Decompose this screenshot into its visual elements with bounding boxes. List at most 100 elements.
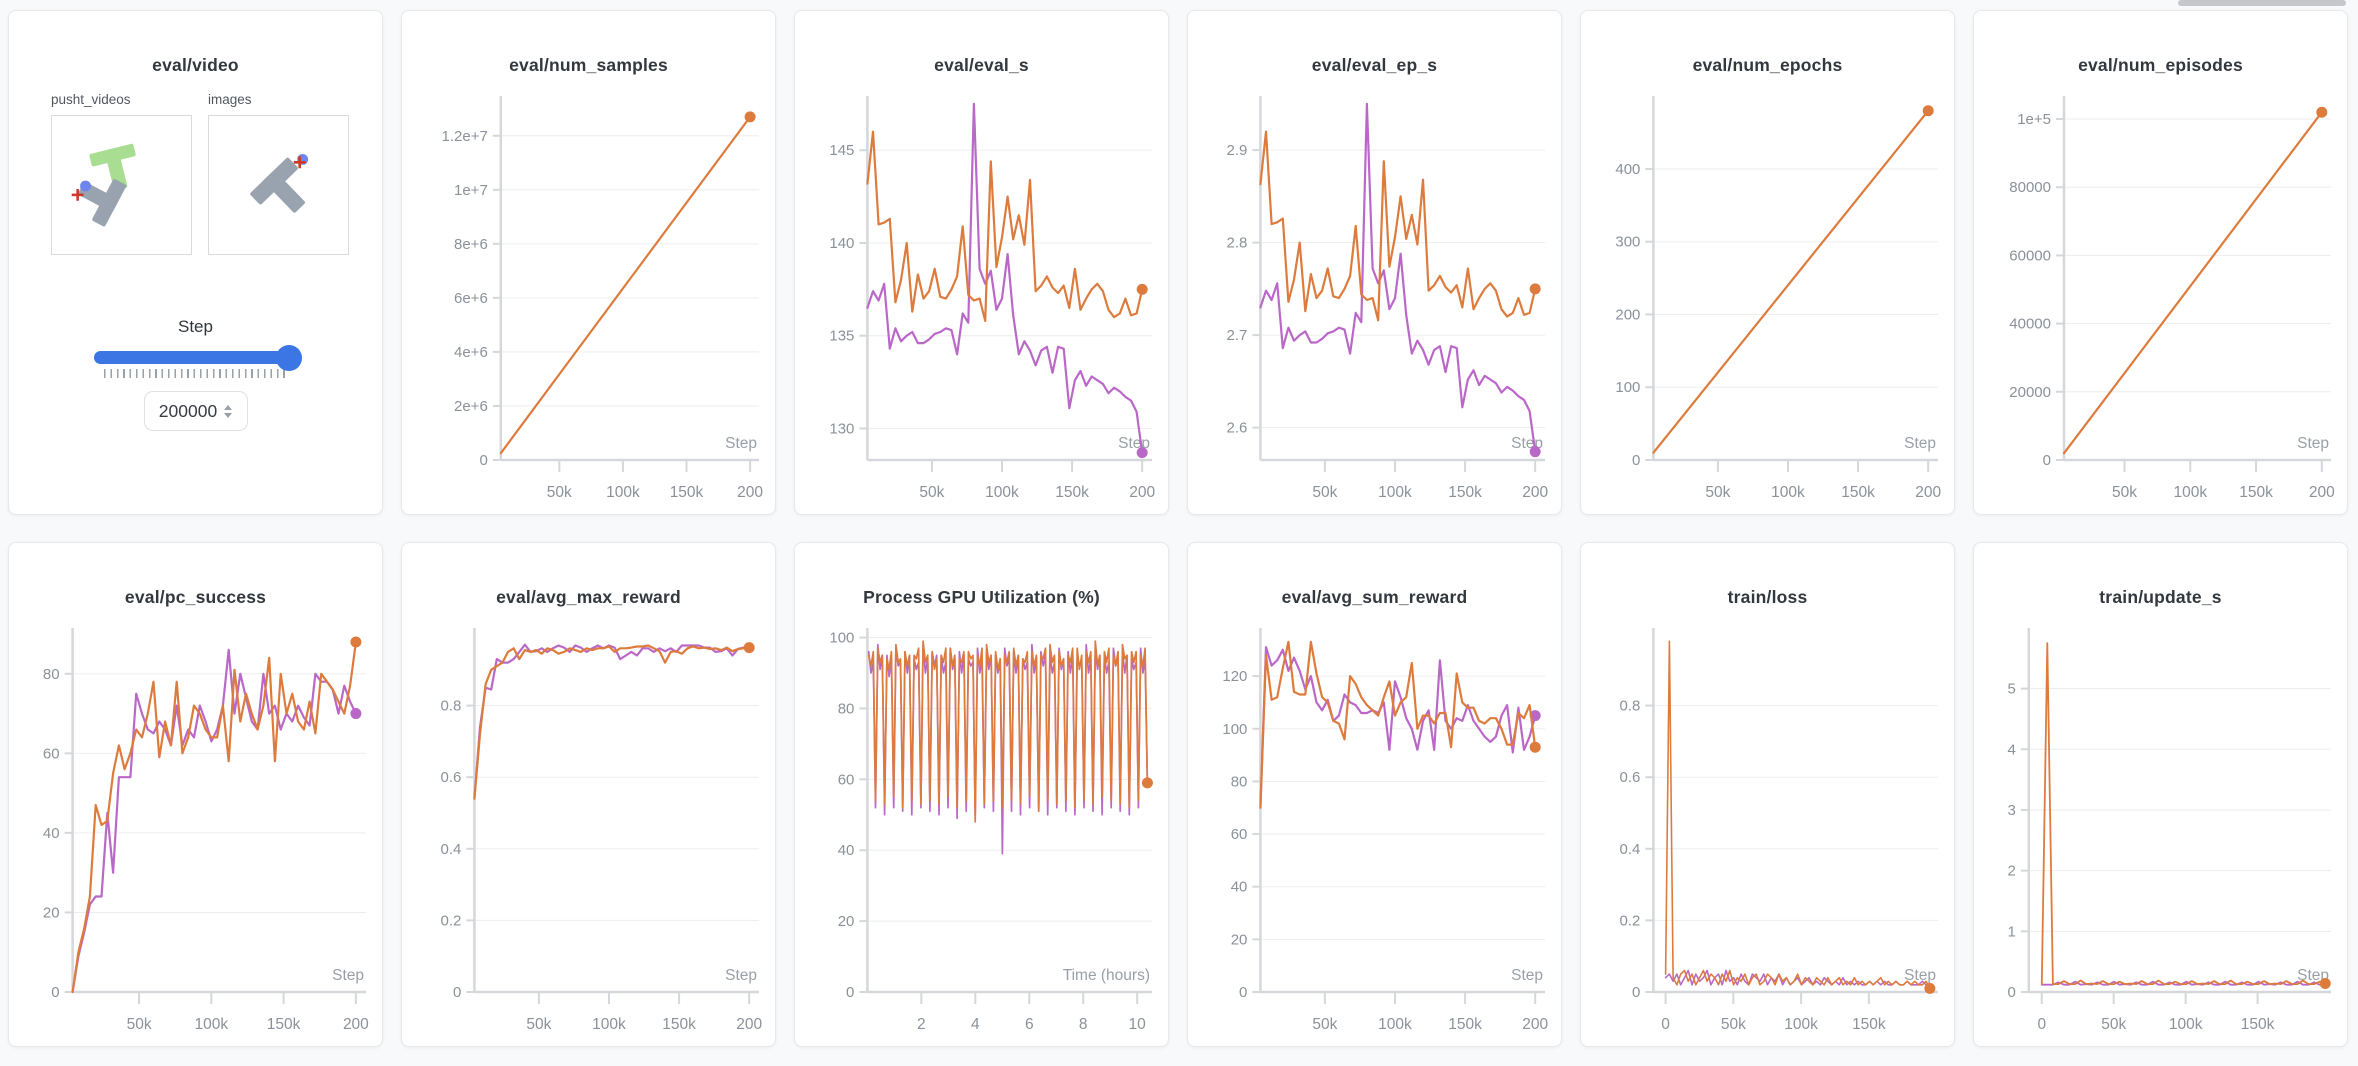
slider-tick-marks	[103, 369, 288, 378]
svg-text:100k: 100k	[592, 1016, 626, 1033]
panel-eval-eval-ep-s: eval/eval_ep_s 2.6 2.7 2.8 2.9 50k 100k 150k 20…	[1187, 10, 1562, 515]
svg-text:200: 200	[343, 1016, 369, 1033]
pusht-image-thumbnail[interactable]	[208, 115, 349, 255]
line-chart[interactable]: 0 0.2 0.4 0.6 0.8 50k 100k 150k 200 Step	[402, 614, 776, 1038]
slider-thumb[interactable]	[275, 344, 302, 371]
svg-text:100k: 100k	[985, 484, 1019, 501]
svg-text:0: 0	[1632, 984, 1640, 1001]
panel-title: eval/num_samples	[509, 55, 668, 75]
svg-text:40: 40	[43, 825, 60, 842]
svg-text:200: 200	[1915, 484, 1941, 501]
svg-text:200: 200	[737, 484, 763, 501]
svg-text:80: 80	[1231, 773, 1248, 790]
panel-eval-num-samples: eval/num_samples 0 2e+6 4e+6 6e+6 8e+6 1e+7 1.…	[401, 10, 776, 515]
step-value[interactable]: 200000	[158, 400, 218, 421]
pusht-scene-icon	[52, 116, 191, 254]
svg-text:60: 60	[43, 745, 60, 762]
svg-text:200: 200	[1522, 484, 1548, 501]
svg-text:50k: 50k	[1312, 1016, 1337, 1033]
svg-text:0: 0	[2037, 1016, 2046, 1033]
svg-text:6e+6: 6e+6	[454, 290, 488, 307]
stepper-arrows[interactable]	[224, 404, 233, 418]
svg-text:150k: 150k	[267, 1016, 301, 1033]
panel-title: eval/video	[152, 55, 239, 75]
svg-text:1e+5: 1e+5	[2017, 111, 2051, 128]
svg-text:80: 80	[838, 700, 855, 717]
panel-eval-num-epochs: eval/num_epochs 0 100 200 300 400 50k 100k 150k…	[1580, 10, 1955, 515]
svg-text:4e+6: 4e+6	[454, 344, 488, 361]
line-chart[interactable]: 0 20 40 60 80 100 2 4 6 8 10 Time (hours)	[795, 614, 1169, 1038]
line-chart[interactable]: 0 20000 40000 60000 80000 1e+5 50k 100k 150k 200 S…	[1974, 82, 2348, 506]
line-chart[interactable]: 0 0.2 0.4 0.6 0.8 0 50k 100k 150k Step	[1581, 614, 1955, 1038]
horizontal-scrollbar-thumb[interactable]	[2178, 0, 2346, 6]
svg-text:145: 145	[829, 142, 854, 159]
slider-track[interactable]	[93, 344, 302, 371]
svg-text:80000: 80000	[2009, 179, 2051, 196]
svg-text:0.8: 0.8	[441, 698, 462, 715]
pusht-video-thumbnail[interactable]	[51, 115, 192, 255]
svg-text:60: 60	[1231, 826, 1248, 843]
svg-text:Time (hours): Time (hours)	[1063, 967, 1150, 984]
svg-text:100k: 100k	[195, 1016, 229, 1033]
panel-title: eval/eval_s	[934, 55, 1029, 75]
line-chart[interactable]: 0 100 200 300 400 50k 100k 150k 200 Step	[1581, 82, 1955, 506]
svg-text:2.6: 2.6	[1227, 420, 1248, 437]
pusht-image-icon	[209, 116, 348, 254]
svg-text:Step: Step	[2297, 967, 2329, 984]
line-chart[interactable]: 0 20 40 60 80 100 120 50k 100k 150k 200 Step	[1188, 614, 1562, 1038]
panel-title: eval/avg_max_reward	[496, 587, 681, 607]
svg-text:50k: 50k	[1705, 484, 1730, 501]
media-label: pusht_videos	[51, 92, 131, 107]
step-slider[interactable]	[93, 344, 302, 378]
svg-text:0.2: 0.2	[1620, 912, 1641, 929]
svg-text:Step: Step	[1904, 967, 1936, 984]
line-chart[interactable]: 0 2e+6 4e+6 6e+6 8e+6 1e+7 1.2e+7 50k 100k 150k 20…	[402, 82, 776, 506]
svg-text:100: 100	[1222, 721, 1247, 738]
svg-text:0.8: 0.8	[1620, 698, 1641, 715]
svg-text:100k: 100k	[2173, 484, 2207, 501]
svg-text:20: 20	[1231, 931, 1248, 948]
svg-text:3: 3	[2007, 802, 2015, 819]
panel-eval-eval-s: eval/eval_s 130 135 140 145 50k 100k 150k 200 St…	[794, 10, 1169, 515]
svg-text:100k: 100k	[1784, 1016, 1818, 1033]
svg-text:150k: 150k	[1448, 484, 1482, 501]
svg-text:0: 0	[1239, 984, 1247, 1001]
step-up-icon[interactable]	[224, 404, 233, 410]
svg-text:0: 0	[2007, 984, 2015, 1001]
svg-text:50k: 50k	[2112, 484, 2137, 501]
svg-text:0.4: 0.4	[1620, 841, 1641, 858]
step-input[interactable]: 200000	[143, 391, 248, 431]
svg-text:4: 4	[2007, 741, 2015, 758]
svg-text:150k: 150k	[2241, 1016, 2275, 1033]
svg-text:0: 0	[1632, 452, 1640, 469]
svg-text:50k: 50k	[1312, 484, 1337, 501]
step-down-icon[interactable]	[224, 412, 233, 418]
svg-text:1: 1	[2007, 923, 2015, 940]
svg-text:20: 20	[838, 913, 855, 930]
panel-eval-avg-max-reward: eval/avg_max_reward 0 0.2 0.4 0.6 0.8 50k 100k…	[401, 542, 776, 1047]
svg-text:50k: 50k	[127, 1016, 152, 1033]
svg-text:0.6: 0.6	[441, 769, 462, 786]
panel-process-gpu-utilization: Process GPU Utilization (%) 0 20 40 60 80 100…	[794, 542, 1169, 1047]
svg-text:0.2: 0.2	[441, 912, 462, 929]
svg-text:2.8: 2.8	[1227, 235, 1248, 252]
panel-train-loss: train/loss 0 0.2 0.4 0.6 0.8 0 50k 100k 150k Step	[1580, 542, 1955, 1047]
svg-text:200: 200	[1615, 306, 1640, 323]
svg-text:Step: Step	[332, 967, 364, 984]
svg-text:Step: Step	[2297, 435, 2329, 452]
media-row: pusht_videos	[9, 92, 382, 255]
svg-text:200: 200	[736, 1016, 762, 1033]
svg-text:0: 0	[453, 984, 461, 1001]
line-chart[interactable]: 0 20 40 60 80 50k 100k 150k 200 Step	[9, 614, 383, 1038]
svg-text:6: 6	[1025, 1016, 1034, 1033]
svg-text:200: 200	[1129, 484, 1155, 501]
svg-text:50k: 50k	[919, 484, 944, 501]
svg-text:0: 0	[51, 984, 59, 1001]
svg-text:2.9: 2.9	[1227, 142, 1248, 159]
line-chart[interactable]: 0 1 2 3 4 5 0 50k 100k 150k Step	[1974, 614, 2348, 1038]
panel-eval-pc-success: eval/pc_success 0 20 40 60 80 50k 100k 150k 200 S…	[8, 542, 383, 1047]
svg-text:100: 100	[829, 630, 854, 647]
